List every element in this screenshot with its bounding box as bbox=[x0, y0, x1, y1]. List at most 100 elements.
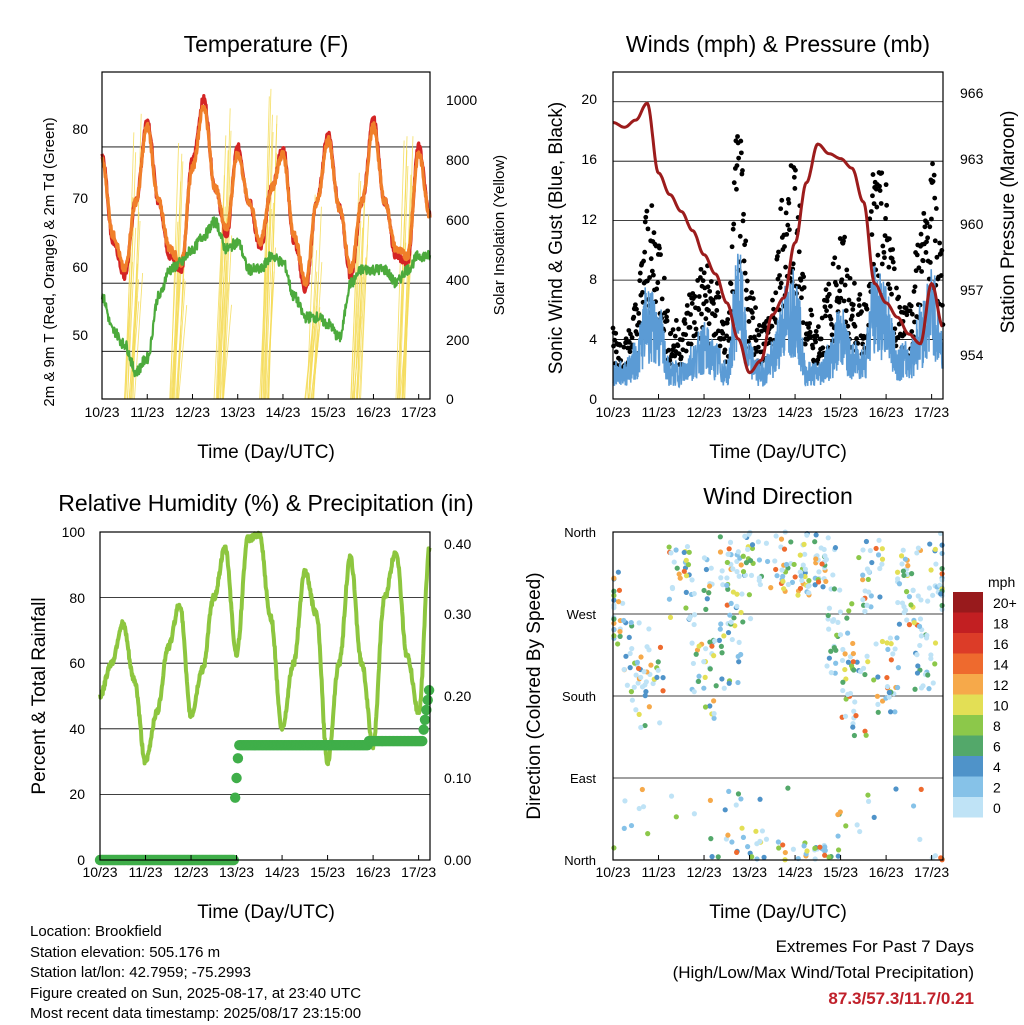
temperature-panel: Temperature (F) 50 60 70 80 0 200 400 60… bbox=[41, 31, 508, 463]
rh-tick-80: 80 bbox=[69, 590, 85, 606]
direction-point bbox=[724, 559, 730, 566]
direction-point bbox=[933, 561, 939, 567]
legend-swatch bbox=[953, 633, 983, 654]
direction-point bbox=[801, 843, 807, 849]
gust-point bbox=[741, 258, 747, 264]
gust-point bbox=[715, 290, 721, 296]
direction-point bbox=[834, 632, 840, 638]
direction-point bbox=[626, 634, 632, 641]
direction-point bbox=[748, 572, 755, 579]
direction-point bbox=[862, 608, 868, 614]
solar-insolation-trace bbox=[313, 262, 323, 400]
direction-point bbox=[616, 587, 623, 593]
direction-point bbox=[726, 680, 732, 686]
gust-point bbox=[629, 335, 635, 340]
direction-point bbox=[704, 596, 710, 602]
humidity-panel: Relative Humidity (%) & Precipitation (i… bbox=[29, 490, 474, 923]
gust-point bbox=[714, 308, 720, 313]
legend-title: mph bbox=[988, 574, 1015, 590]
gust-point bbox=[800, 320, 806, 326]
gust-point bbox=[871, 201, 877, 207]
gust-point bbox=[708, 279, 714, 284]
direction-point bbox=[716, 637, 722, 643]
direction-point bbox=[654, 674, 660, 681]
gust-point bbox=[659, 296, 665, 302]
direction-point bbox=[805, 583, 811, 589]
direction-point bbox=[871, 814, 877, 820]
direction-point bbox=[713, 683, 719, 689]
gust-point bbox=[670, 327, 676, 333]
direction-point bbox=[695, 678, 702, 684]
direction-point bbox=[928, 656, 934, 662]
relative-humidity-series bbox=[98, 530, 432, 767]
gust-point bbox=[824, 298, 830, 304]
solar-insolation-trace bbox=[264, 202, 274, 400]
gust-point bbox=[931, 172, 937, 178]
gust-point bbox=[939, 302, 945, 308]
direction-point bbox=[747, 615, 754, 622]
direction-point bbox=[926, 585, 933, 591]
humidity-title: Relative Humidity (%) & Precipitation (i… bbox=[58, 490, 473, 516]
gust-point bbox=[924, 239, 929, 245]
gust-point bbox=[618, 358, 624, 363]
gust-point bbox=[746, 319, 752, 324]
legend-swatch bbox=[953, 592, 983, 613]
direction-point bbox=[823, 578, 829, 585]
gust-point bbox=[666, 347, 672, 353]
direction-point bbox=[822, 852, 828, 858]
direction-plot-frame bbox=[612, 531, 944, 861]
direction-point bbox=[685, 562, 692, 568]
precipitation-point bbox=[232, 753, 244, 764]
gust-point bbox=[922, 224, 928, 230]
direction-point bbox=[888, 641, 894, 647]
gust-point bbox=[742, 270, 748, 276]
gust-point bbox=[838, 295, 844, 301]
direction-point bbox=[740, 568, 747, 575]
wind-tick-8: 8 bbox=[589, 271, 597, 287]
direction-point bbox=[781, 586, 787, 592]
extremes-subtitle: (High/Low/Max Wind/Total Precipitation) bbox=[672, 963, 974, 982]
direction-point bbox=[866, 589, 872, 595]
direction-point bbox=[801, 541, 807, 547]
x-tick-label: 15/23 bbox=[311, 404, 346, 420]
gust-point bbox=[839, 277, 845, 283]
direction-point bbox=[739, 591, 745, 597]
direction-point bbox=[939, 602, 945, 609]
gust-point bbox=[783, 264, 789, 270]
direction-point bbox=[926, 686, 932, 692]
direction-point bbox=[939, 577, 945, 583]
extremes-block: Extremes For Past 7 Days (High/Low/Max W… bbox=[673, 934, 974, 1012]
gust-point bbox=[770, 297, 775, 303]
precip-tick-010: 0.10 bbox=[444, 770, 471, 786]
direction-point bbox=[860, 597, 866, 603]
direction-point bbox=[655, 659, 661, 665]
press-tick-957: 957 bbox=[960, 282, 984, 298]
legend-swatch bbox=[953, 776, 983, 797]
direction-point bbox=[917, 642, 923, 649]
gust-point bbox=[844, 267, 850, 273]
solar-insolation-trace bbox=[222, 130, 232, 400]
gust-point bbox=[634, 331, 640, 337]
direction-point bbox=[901, 604, 907, 610]
winds-x-ticks: 10/23 11/23 12/23 13/23 14/23 15/23 16/23 17/23 bbox=[595, 394, 949, 420]
gust-point bbox=[641, 258, 646, 264]
direction-point bbox=[863, 538, 870, 545]
gust-point bbox=[740, 168, 745, 173]
direction-point bbox=[726, 546, 732, 552]
direction-point bbox=[780, 573, 786, 579]
gust-point bbox=[923, 250, 929, 255]
station-latlon: Station lat/lon: 42.7959; -75.2993 bbox=[30, 964, 252, 981]
direction-point bbox=[749, 545, 756, 552]
direction-point bbox=[683, 573, 690, 579]
direction-panel: Wind Direction North East South West Nor… bbox=[524, 483, 1017, 923]
direction-point bbox=[717, 549, 724, 555]
solar-insolation-trace bbox=[213, 224, 223, 400]
direction-point bbox=[828, 648, 834, 654]
gust-point bbox=[807, 321, 813, 326]
gust-point bbox=[841, 238, 846, 244]
gust-point bbox=[613, 349, 619, 355]
direction-point bbox=[636, 711, 642, 717]
direction-point bbox=[655, 667, 661, 673]
gust-point bbox=[617, 342, 623, 348]
temp-tick-60: 60 bbox=[72, 259, 88, 275]
